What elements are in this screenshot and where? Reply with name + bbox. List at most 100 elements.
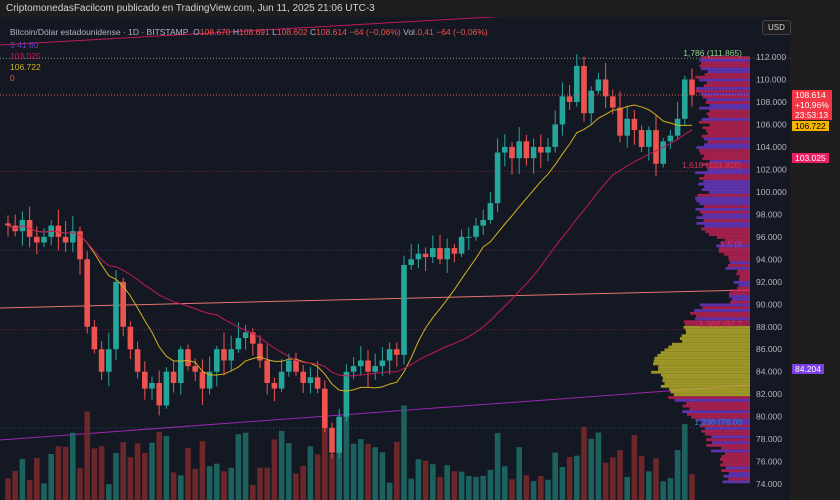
volume-profile-bar (658, 368, 750, 371)
candle-body (358, 360, 364, 367)
candle-body (631, 118, 638, 131)
volume-profile-bar (704, 224, 750, 228)
candle-body (84, 259, 90, 327)
y-tick-label: 94.000 (756, 254, 782, 264)
indicator-legend-2[interactable]: 103.025 (10, 51, 41, 61)
y-tick-label: 104.000 (756, 142, 787, 152)
volume-profile-bar (725, 466, 750, 470)
candle-body (624, 118, 630, 136)
candle-body (91, 326, 98, 350)
y-tick-label: 96.000 (756, 232, 782, 242)
candle-body (5, 223, 11, 226)
chart-pane[interactable]: 112.000 110.000 108.000 106.000 104.000 102.0… (0, 17, 790, 500)
volume-profile-bar (699, 176, 750, 180)
symbol-name[interactable]: Bitcoin/Dólar estadounidense · 1D · BITS… (10, 27, 189, 37)
volume-bar (120, 442, 126, 500)
volume-bar (329, 454, 335, 500)
volume-bar (638, 455, 645, 500)
volume-profile-bar (683, 325, 750, 329)
symbol-legend: Bitcoin/Dólar estadounidense · 1D · BITS… (10, 27, 488, 37)
candle-body (98, 349, 105, 372)
candle-body (329, 427, 335, 453)
candle-body (106, 349, 112, 372)
volume-profile-bar (705, 432, 750, 436)
candle-body (552, 124, 558, 147)
volume-profile-bar (701, 61, 750, 65)
volume-bar (653, 458, 659, 500)
fib-level-label: 1,618 (101.826) (681, 160, 742, 171)
low-label: L (272, 27, 277, 37)
indicator-legend-3[interactable]: 106.722 (10, 62, 41, 72)
close-label: C (309, 27, 317, 37)
volume-profile-bar (738, 278, 750, 281)
volume-profile-bar (702, 95, 750, 99)
publisher-caption: CriptomonedasFacilcom publicado en Tradi… (6, 3, 375, 14)
candle-body (523, 141, 530, 159)
volume-profile-bar (669, 387, 750, 391)
candle-body (422, 253, 429, 258)
candle-body (430, 248, 436, 258)
volume-bar (530, 481, 537, 500)
volume-bar (34, 457, 40, 500)
volume-bar (372, 447, 378, 500)
volume-bar (365, 443, 371, 500)
volume-profile-bar (704, 143, 750, 147)
indicator-legend-1[interactable]: 3 41 80 (10, 40, 39, 50)
volume-profile-bar (725, 266, 750, 270)
volume-profile-bar (729, 295, 750, 298)
candle-body (235, 338, 242, 350)
volume-bar (235, 434, 242, 500)
volume-bar (343, 415, 350, 500)
volume-bar (221, 471, 227, 500)
volume-bar (394, 441, 400, 500)
price-chart[interactable]: 112.000 110.000 108.000 106.000 104.000 102.0… (0, 17, 790, 500)
volume-profile-bar (695, 89, 750, 93)
volume-bar (523, 475, 530, 500)
candle-body (602, 79, 609, 97)
volume-bar (502, 466, 508, 500)
volume-bar (271, 439, 278, 500)
candle-body (451, 248, 458, 254)
indicator-legend-4[interactable]: 0 (10, 73, 15, 83)
volume-bar (300, 466, 306, 500)
candle-body (674, 118, 681, 136)
volume-bar (401, 405, 407, 500)
volume-bar (5, 478, 11, 500)
volume-profile-bar (720, 241, 750, 245)
candle-body (163, 371, 170, 406)
volume-profile-bar (670, 390, 750, 394)
y-tick-label: 98.000 (756, 209, 782, 219)
volume-profile-bar (703, 84, 750, 88)
volume-profile-bar (683, 320, 750, 324)
candle-body (185, 349, 191, 367)
volume-profile-bar (684, 323, 750, 326)
volume-profile-bar (701, 188, 750, 192)
volume-profile-bar (700, 227, 750, 231)
volume-bar (70, 432, 76, 500)
volume-profile-bar (709, 123, 750, 127)
volume-change: −64 (−0,06%) (436, 27, 488, 37)
currency-button[interactable]: USD (762, 20, 791, 35)
candle-body (566, 96, 573, 102)
volume-profile-bar (707, 140, 750, 144)
fib-level-label: 1,236 (79.00 (694, 416, 742, 427)
candle-body (307, 377, 314, 383)
trend-line-purple (0, 384, 751, 441)
candle-body (336, 416, 342, 453)
volume-bar (127, 457, 134, 500)
volume-profile-bar (701, 421, 750, 425)
volume-profile-bar (660, 373, 750, 377)
volume-profile-bar (728, 477, 750, 481)
volume-profile-bar (695, 171, 750, 175)
volume-profile-bar (699, 106, 750, 110)
candle-body (156, 382, 162, 406)
candle-body (689, 79, 695, 96)
candle-body (372, 366, 378, 372)
volume-bar (228, 467, 234, 500)
volume-profile-bar (707, 168, 750, 172)
volume-profile-bar (723, 252, 750, 256)
volume-bar (624, 476, 630, 500)
volume-bar (458, 471, 465, 500)
volume-bar (19, 458, 26, 500)
candle-body (242, 332, 249, 338)
